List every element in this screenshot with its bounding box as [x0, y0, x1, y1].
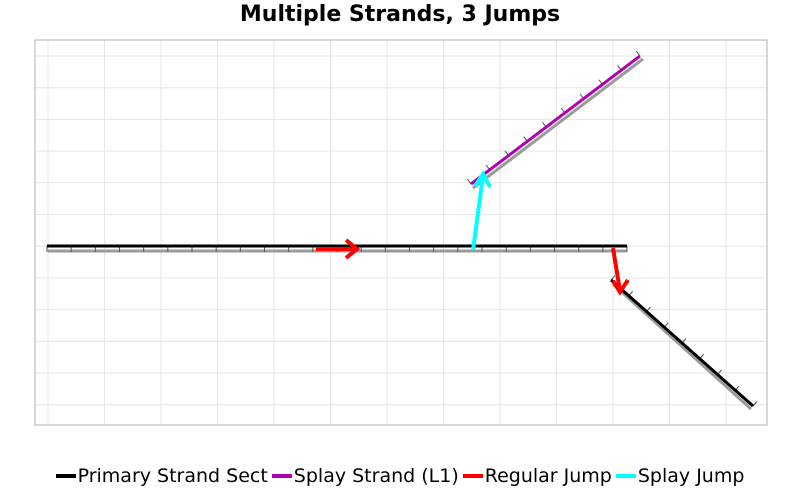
regular-jump-arrow-2	[611, 247, 630, 296]
legend-item-splay: Splay Strand (L1)	[271, 465, 459, 487]
legend-item-splay-jump: Splay Jump	[615, 465, 745, 487]
splay-strand-shadow	[472, 57, 644, 190]
lower-primary-strand	[610, 278, 754, 408]
legend-label-regular-jump: Regular Jump	[484, 465, 612, 487]
strand-tick	[635, 50, 641, 57]
legend-label-splay-jump: Splay Jump	[637, 465, 745, 487]
legend: Primary Strand Sect Splay Strand (L1) Re…	[0, 462, 800, 490]
legend-label-splay: Splay Strand (L1)	[293, 465, 459, 487]
regular-jump-arrow-1	[316, 238, 361, 260]
legend-swatch-primary	[55, 474, 76, 478]
diagram-title: Multiple Strands, 3 Jumps	[239, 2, 561, 27]
strand-shadows	[48, 57, 753, 411]
strand-tick	[752, 401, 758, 407]
splay-strand-l1	[470, 54, 641, 186]
plot-frame	[34, 39, 768, 426]
legend-swatch-splay	[271, 474, 292, 478]
legend-label-primary: Primary Strand Sect	[77, 465, 268, 487]
legend-swatch-regular-jump	[462, 474, 483, 478]
legend-item-primary: Primary Strand Sect	[55, 465, 268, 487]
lower-strand-shadow	[611, 282, 753, 411]
diagram-canvas	[34, 39, 768, 426]
splay-jump-arrow	[471, 170, 492, 251]
legend-swatch-splay-jump	[615, 474, 636, 478]
legend-item-regular-jump: Regular Jump	[462, 465, 612, 487]
grid	[35, 40, 767, 425]
strand-ticks	[46, 50, 758, 407]
